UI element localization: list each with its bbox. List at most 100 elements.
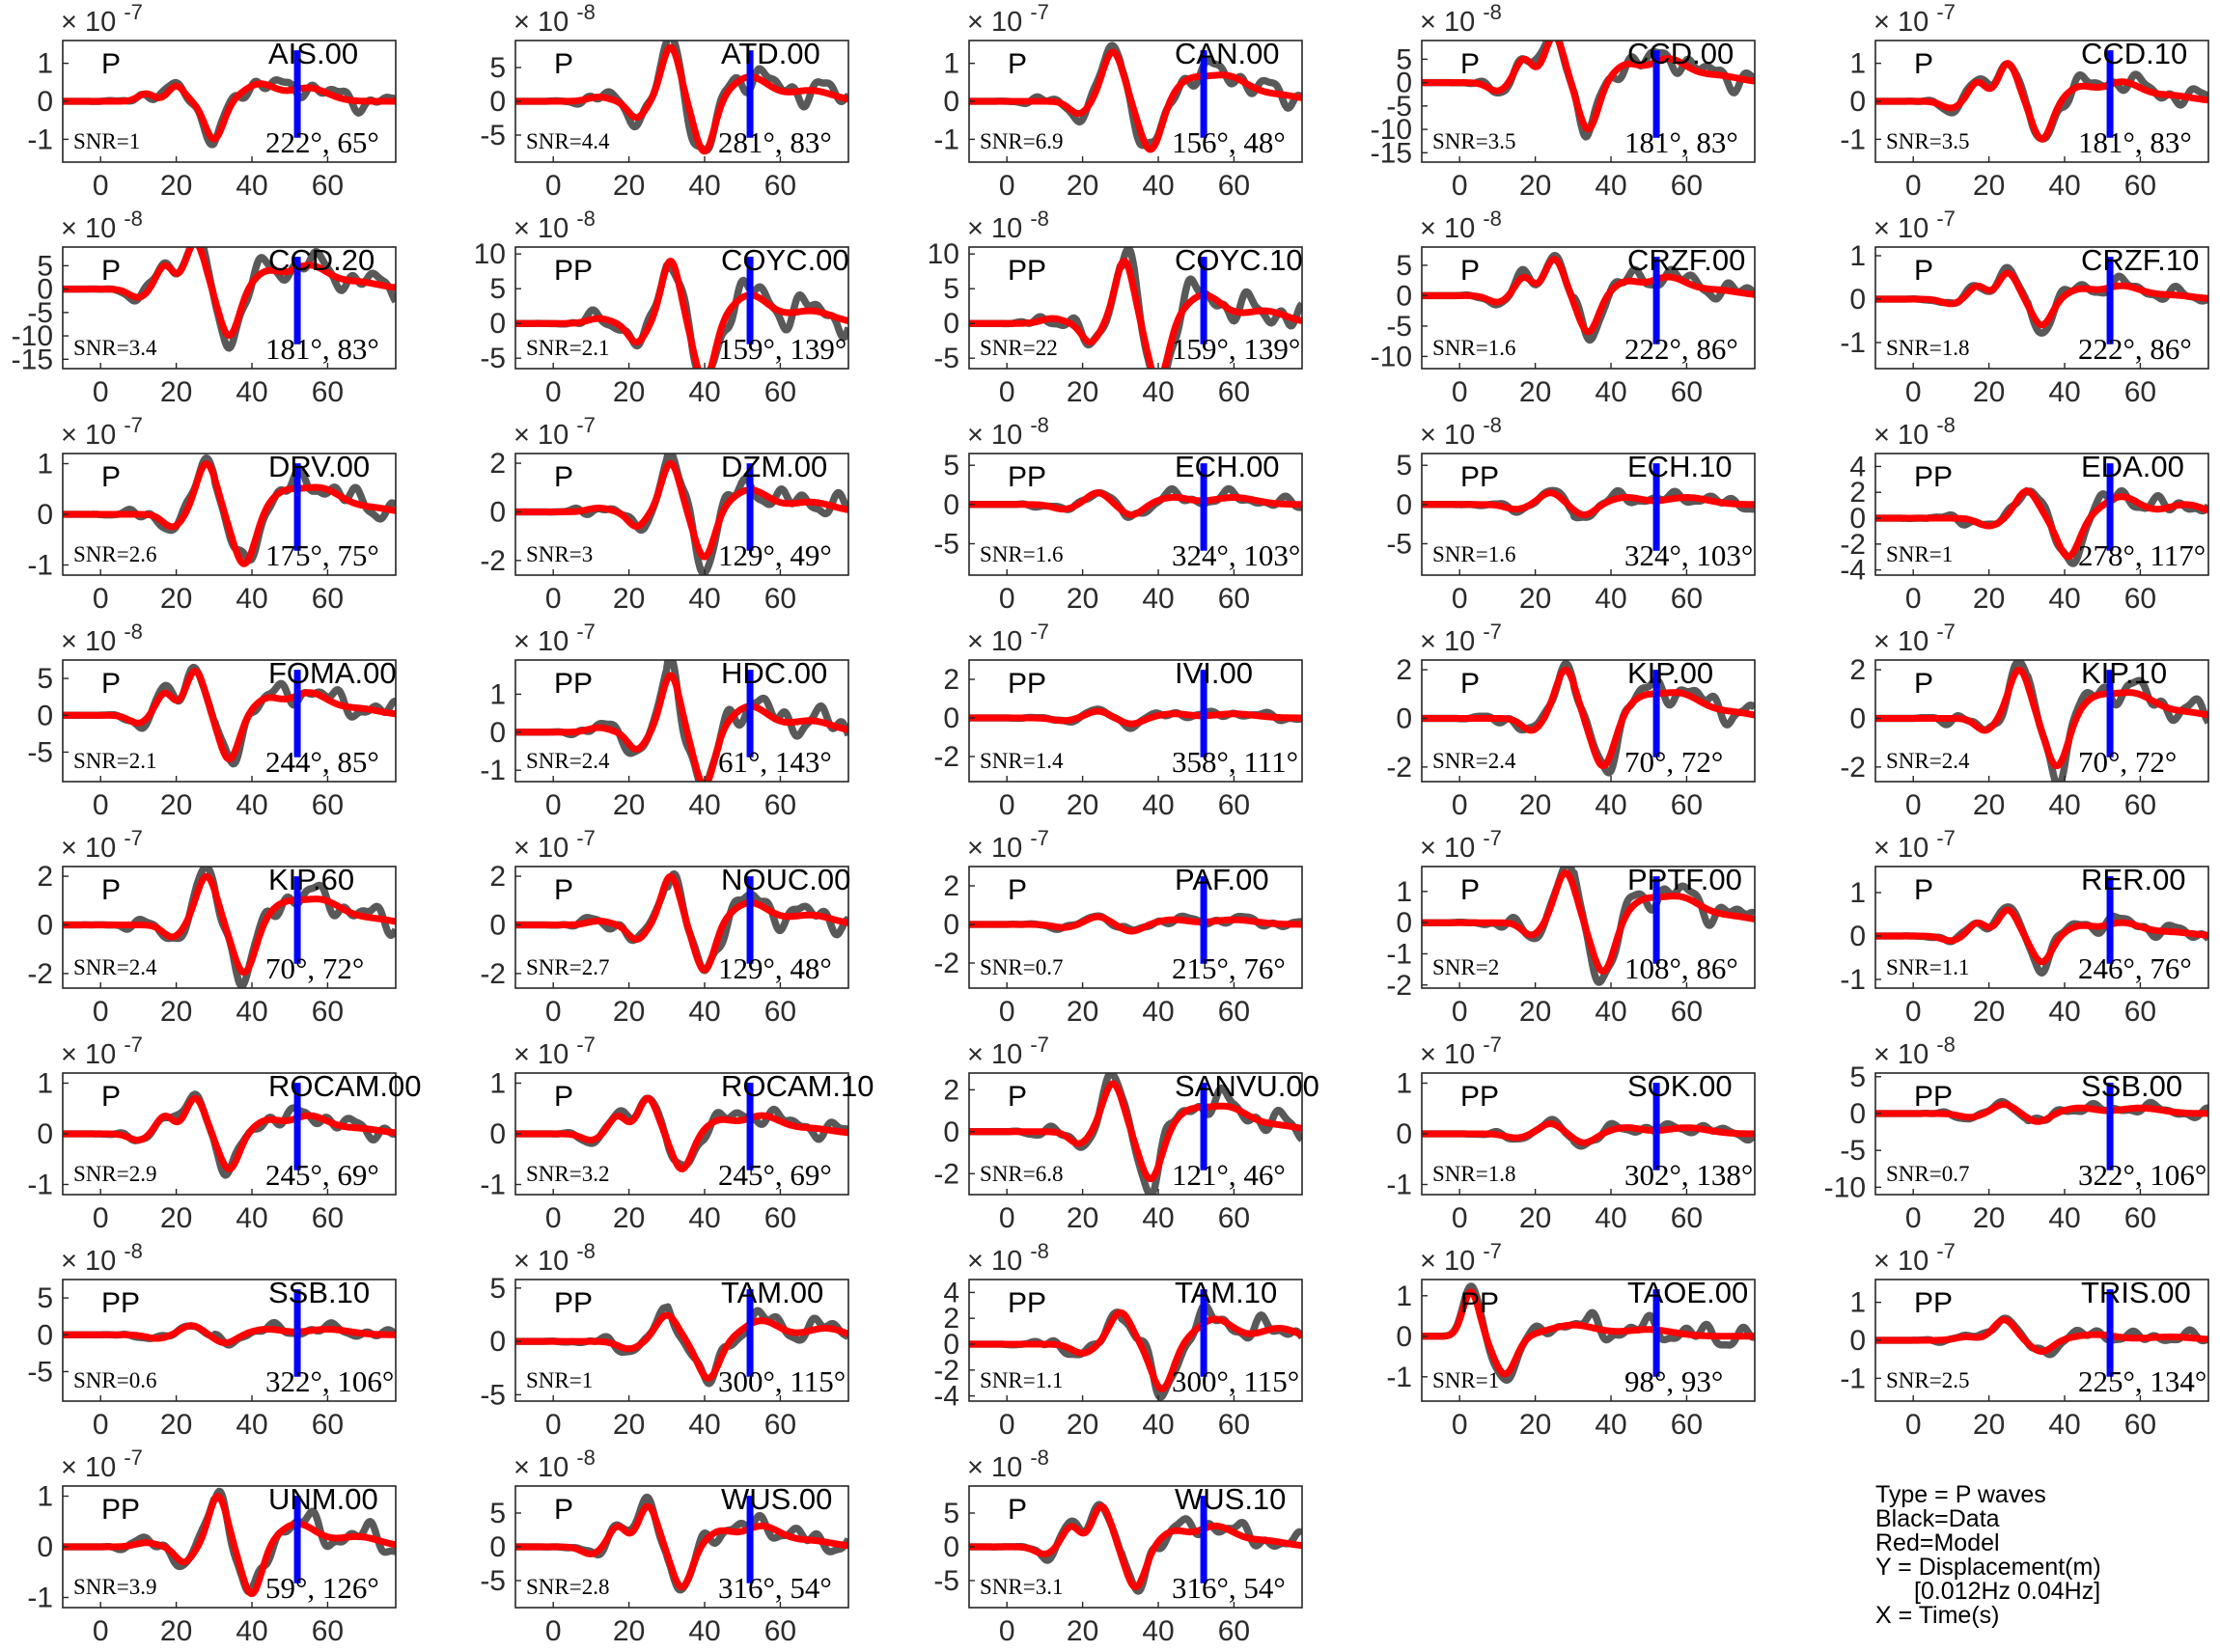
axes-box [1874, 659, 2209, 783]
x-tick-label: 40 [236, 376, 267, 408]
x-tick-label: 40 [1142, 376, 1174, 408]
x-tick-label: 40 [1142, 583, 1174, 615]
y-exponent-label: × 10 -8 [1420, 413, 1502, 451]
y-tick-label: 2 [1396, 654, 1412, 686]
phase-label: P [1460, 668, 1480, 700]
model-trace [63, 1094, 396, 1172]
snr-label: SNR=4.4 [526, 129, 610, 153]
x-tick-label: 0 [93, 789, 109, 821]
y-exponent-label: × 10 -8 [1873, 1032, 1956, 1070]
x-tick-label: 40 [2048, 170, 2080, 202]
panel-taoe-00: 0 20 40 60 -1 0 1× 10 -7 PP TAOE.00 SNR=1 98°, 93° [1386, 1239, 1756, 1441]
x-tick-label: 60 [1218, 1202, 1250, 1234]
azimuth-distance-label: 129°, 49° [718, 538, 832, 572]
y-tick-label: -1 [1840, 964, 1866, 996]
x-tick-label: 40 [1142, 170, 1174, 202]
snr-label: SNR=6.9 [980, 129, 1063, 153]
azimuth-distance-label: 70°, 72° [265, 951, 364, 985]
snr-label: SNR=1.8 [1432, 1162, 1515, 1186]
y-tick-label: 1 [1849, 240, 1866, 272]
phase-label: P [1914, 874, 1933, 906]
azimuth-distance-label: 300°, 115° [718, 1364, 846, 1398]
axes-box [968, 453, 1303, 576]
x-tick-label: 60 [1671, 376, 1703, 408]
x-tick-label: 20 [160, 170, 192, 202]
y-exponent-label: × 10 -8 [513, 1446, 596, 1483]
x-tick-label: 60 [764, 1202, 796, 1234]
azimuth-distance-label: 324°, 103° [1172, 538, 1300, 572]
x-tick-label: 40 [236, 1202, 267, 1234]
model-trace [515, 872, 848, 974]
x-tick-label: 20 [613, 789, 645, 821]
y-tick-label: 5 [37, 663, 53, 695]
x-tick-label: 40 [688, 789, 720, 821]
model-trace [969, 48, 1302, 153]
x-tick-label: 20 [1973, 170, 2005, 202]
axes-box [514, 453, 849, 576]
axes-box [968, 246, 1303, 370]
x-tick-label: 0 [93, 1409, 109, 1441]
snr-label: SNR=0.6 [73, 1368, 156, 1392]
azimuth-distance-label: 300°, 115° [1172, 1364, 1299, 1398]
y-tick-label: -1 [1386, 1362, 1412, 1393]
azimuth-distance-label: 324°, 103° [1624, 538, 1753, 572]
y-exponent-label: × 10 -7 [61, 1446, 143, 1483]
azimuth-distance-label: 225°, 134° [2078, 1364, 2206, 1398]
axes-box [62, 246, 397, 370]
x-tick-label: 0 [999, 170, 1015, 202]
y-exponent-label: × 10 -7 [1873, 0, 1956, 38]
snr-label: SNR=3.4 [73, 336, 157, 360]
x-tick-label: 20 [1067, 583, 1098, 615]
azimuth-distance-label: 70°, 72° [2078, 745, 2177, 779]
snr-label: SNR=3.5 [1432, 129, 1515, 153]
y-tick-label: -10 [12, 320, 53, 352]
y-exponent-label: × 10 -8 [61, 1239, 143, 1277]
x-tick-label: 60 [312, 583, 344, 615]
model-trace [63, 1493, 396, 1597]
y-tick-label: 0 [943, 1329, 959, 1361]
x-tick-label: 40 [1142, 1409, 1174, 1441]
station-label: RER.00 [2081, 863, 2186, 896]
phase-label: PP [554, 1287, 593, 1319]
x-tick-label: 60 [312, 170, 344, 202]
azimuth-distance-label: 121°, 46° [1172, 1158, 1286, 1192]
azimuth-distance-label: 316°, 54° [1172, 1571, 1286, 1605]
x-tick-label: 20 [1067, 1615, 1098, 1647]
x-tick-label: 20 [1519, 376, 1551, 408]
x-tick-label: 20 [1519, 583, 1551, 615]
x-tick-label: 60 [2124, 376, 2156, 408]
y-tick-label: 5 [943, 1498, 959, 1529]
y-tick-label: -5 [933, 343, 959, 374]
station-label: KIP.10 [2081, 656, 2167, 690]
y-tick-label: 4 [943, 1277, 959, 1308]
x-tick-label: 40 [2048, 583, 2080, 615]
x-tick-label: 60 [312, 996, 344, 1028]
x-tick-label: 40 [1142, 1202, 1174, 1234]
x-tick-label: 60 [312, 1409, 344, 1441]
phase-label: PP [1008, 255, 1046, 287]
x-tick-label: 40 [1595, 1409, 1626, 1441]
phase-label: P [1008, 48, 1027, 80]
phase-label: PP [1008, 668, 1046, 700]
y-tick-label: 0 [489, 1531, 506, 1563]
x-tick-label: 60 [764, 1615, 796, 1647]
y-tick-label: 0 [1849, 1098, 1866, 1130]
panel-ech-00: 0 20 40 60 -5 0 5× 10 -8 PP ECH.00 SNR=1.6 324°, 1… [933, 413, 1303, 615]
y-tick-label: 2 [943, 870, 959, 902]
y-tick-label: 1 [1396, 1068, 1412, 1100]
station-label: KIP.00 [1627, 656, 1713, 690]
y-tick-label: 0 [943, 1116, 959, 1148]
azimuth-distance-label: 181°, 83° [1624, 125, 1738, 159]
model-trace [1422, 1288, 1755, 1378]
azimuth-distance-label: 316°, 54° [718, 1571, 832, 1605]
station-label: SANVU.00 [1175, 1069, 1319, 1103]
panel-kip-60: 0 20 40 60 -2 0 2× 10 -7 P KIP.60 SNR=2.4 70°, 72° [27, 826, 397, 1028]
station-label: DRV.00 [268, 450, 370, 483]
x-tick-label: 60 [1218, 583, 1250, 615]
phase-label: P [1008, 1081, 1027, 1113]
x-tick-label: 20 [1973, 376, 2005, 408]
x-tick-label: 60 [1671, 583, 1703, 615]
phase-label: P [1914, 48, 1933, 80]
